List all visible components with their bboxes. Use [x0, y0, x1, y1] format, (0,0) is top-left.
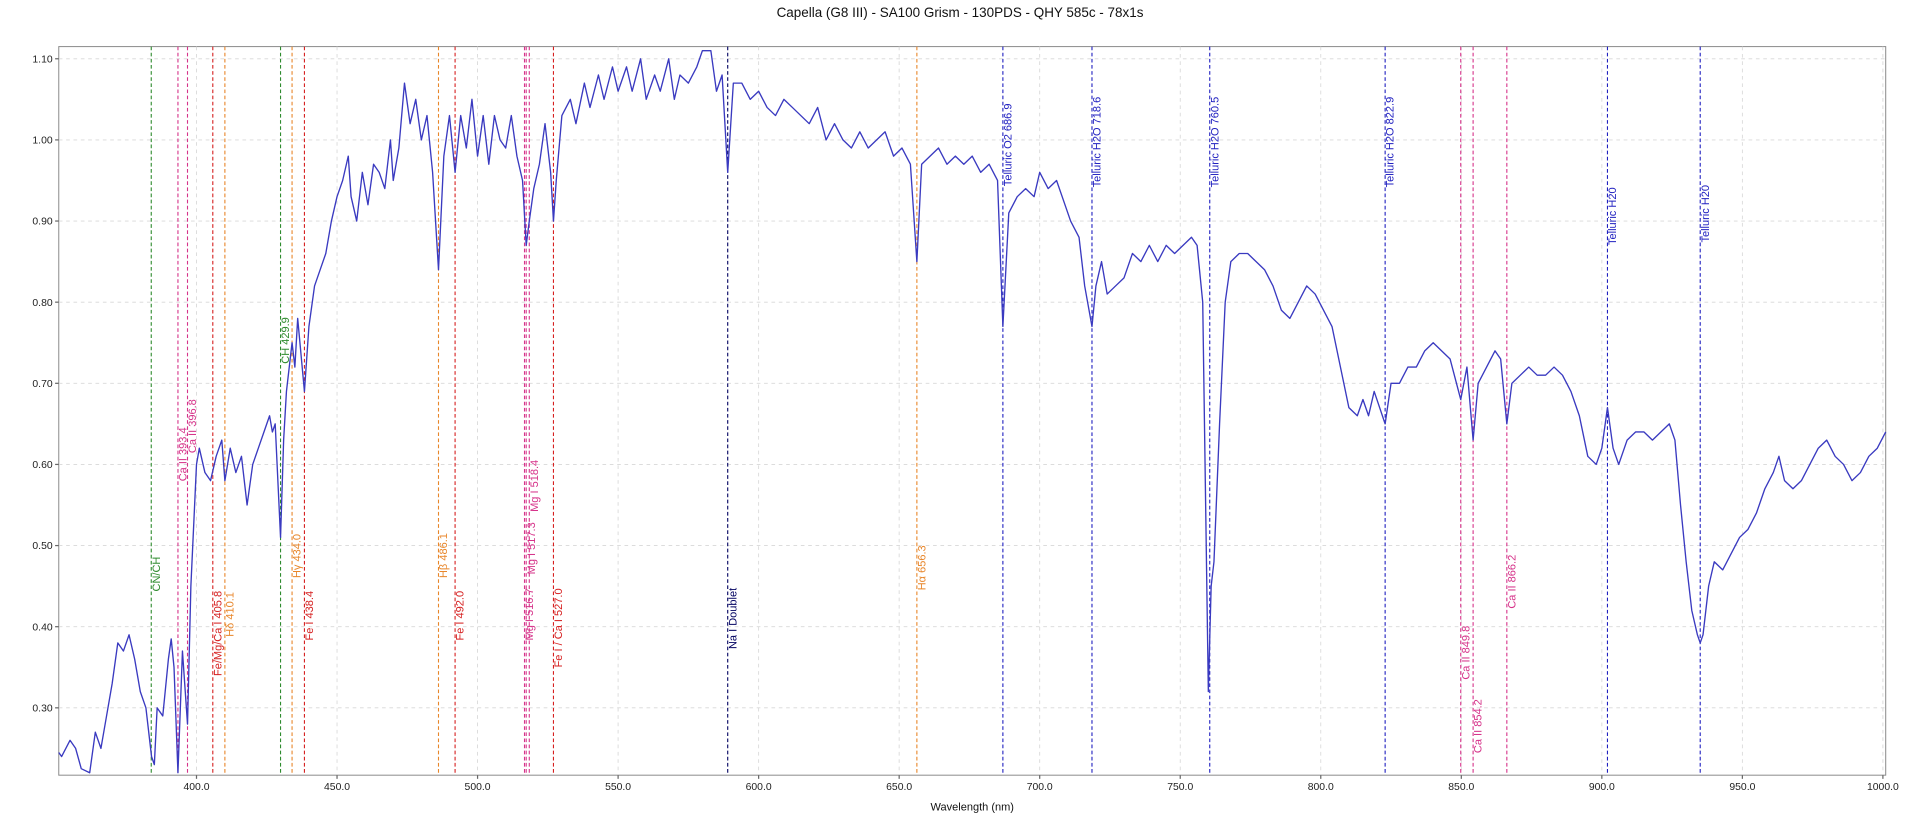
x-tick-label: 750.0 — [1167, 782, 1193, 793]
x-tick-label: 900.0 — [1589, 782, 1615, 793]
reference-label: CN/CH — [151, 557, 163, 592]
reference-label: Fe/Mg/Ca I 405.8 — [212, 591, 224, 676]
reference-label: Na I Doublet — [727, 588, 739, 649]
x-tick-label: 400.0 — [183, 782, 209, 793]
reference-label: Fe I 438.4 — [304, 591, 316, 641]
x-tick-label: 650.0 — [886, 782, 912, 793]
reference-label: Fe I 492.0 — [455, 591, 467, 641]
x-axis-label: Wavelength (nm) — [931, 802, 1014, 814]
x-tick-label: 450.0 — [324, 782, 350, 793]
y-tick-label: 1.10 — [32, 54, 52, 65]
reference-label: Mg I 517.3 — [526, 522, 538, 574]
reference-label: Telluric H20 — [1700, 185, 1712, 243]
x-tick-label: 600.0 — [746, 782, 772, 793]
y-tick-label: 0.60 — [32, 460, 52, 471]
reference-label: Ca II 866.2 — [1506, 555, 1518, 609]
reference-label: Mg I 518.4 — [529, 460, 541, 512]
y-tick-label: 0.50 — [32, 541, 52, 552]
x-tick-label: 950.0 — [1729, 782, 1755, 793]
x-tick-label: 800.0 — [1308, 782, 1334, 793]
reference-label: Ca II 849.8 — [1460, 626, 1472, 680]
plot-area — [58, 46, 1887, 776]
x-tick-label: 550.0 — [605, 782, 631, 793]
reference-label: Fe I / Ca I 527.0 — [553, 588, 565, 667]
reference-label: Hγ 434.0 — [292, 534, 304, 578]
x-tick-label: 700.0 — [1027, 782, 1053, 793]
reference-label: Ca II 396.8 — [187, 399, 199, 453]
spectrum-line — [58, 49, 1887, 774]
y-tick-label: 0.30 — [32, 704, 52, 715]
x-tick-label: 500.0 — [465, 782, 491, 793]
x-tick-label: 850.0 — [1448, 782, 1474, 793]
x-tick-label: 1000.0 — [1867, 782, 1899, 793]
reference-label: CH 429.9 — [280, 317, 292, 364]
y-tick-label: 0.90 — [32, 217, 52, 228]
reference-label: Mg I 516.7 — [524, 588, 536, 640]
y-tick-label: 0.40 — [32, 622, 52, 633]
reference-label: Telluric H2O 760.5 — [1209, 97, 1221, 188]
reference-label: Telluric H2O 822.9 — [1385, 97, 1397, 188]
y-tick-label: 0.80 — [32, 298, 52, 309]
reference-label: Ca II 393.4 — [178, 427, 190, 481]
reference-label: Hδ 410.1 — [224, 592, 236, 637]
chart-title: Capella (G8 III) - SA100 Grism - 130PDS … — [777, 5, 1144, 20]
reference-label: Ca II 854.2 — [1473, 699, 1485, 753]
reference-label: Telluric H2O 718.6 — [1092, 97, 1104, 188]
y-tick-label: 1.00 — [32, 136, 52, 147]
reference-label: Telluric H20 — [1607, 187, 1619, 245]
reference-label: Telluric O2 686.9 — [1002, 104, 1014, 187]
reference-label: Hα 656.3 — [916, 545, 928, 590]
reference-label: Hβ 486.1 — [438, 533, 450, 578]
y-tick-label: 0.70 — [32, 379, 52, 390]
